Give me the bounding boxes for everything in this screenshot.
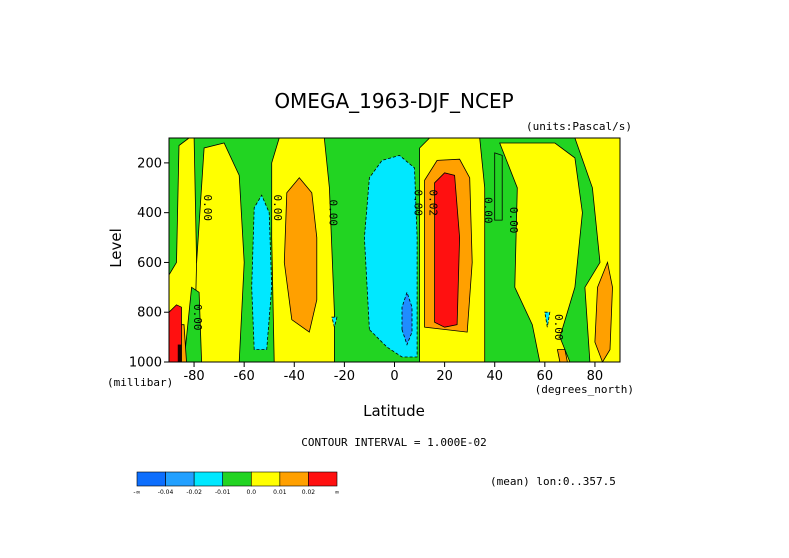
colorbar-swatch bbox=[250, 471, 281, 487]
units-label: (units:Pascal/s) bbox=[526, 120, 632, 133]
colorbar-label: 0.0 bbox=[247, 489, 257, 496]
y-axis: 200 400 600 800 1000 bbox=[129, 156, 169, 371]
y-tick-label: 200 bbox=[137, 156, 162, 171]
contour-interval-text: CONTOUR INTERVAL = 1.000E-02 bbox=[301, 436, 486, 449]
x-tick-label: -40 bbox=[284, 369, 305, 384]
x-axis-unit: (degrees_north) bbox=[535, 383, 634, 396]
contour-label: 0.00 bbox=[482, 197, 495, 224]
region-strongneg-equator bbox=[401, 291, 413, 346]
y-axis-title: Level bbox=[107, 228, 125, 268]
plot-area: 0.00 0.00 0.00 0.00 0.02 0.00 0.000.000.00 bbox=[168, 137, 621, 363]
contour-label: 0.00 bbox=[201, 194, 214, 221]
contour-label: 0.02 bbox=[427, 189, 440, 216]
contour-label: 0.00 bbox=[552, 314, 565, 341]
colorbar-swatch bbox=[279, 471, 309, 487]
contour-field: 0.00 0.00 0.00 0.00 0.02 0.00 0.000.000.00 bbox=[169, 138, 620, 362]
x-axis: -80 -60 -40 -20 0 20 40 60 80 bbox=[183, 362, 603, 384]
colorbar-swatch bbox=[136, 471, 166, 487]
x-tick-label: 80 bbox=[587, 369, 604, 384]
region-midpos-65n bbox=[556, 349, 568, 362]
y-tick-label: 1000 bbox=[129, 356, 162, 371]
region-neg-24s bbox=[331, 316, 338, 328]
region-midpos-40s bbox=[283, 177, 318, 333]
contour-label: 0.00 bbox=[412, 189, 425, 216]
x-tick-label: 0 bbox=[390, 369, 398, 384]
colorbar-label: -∞ bbox=[133, 489, 140, 496]
colorbar-label: -0.02 bbox=[186, 489, 202, 496]
region-extreme-south bbox=[177, 344, 182, 362]
colorbar-swatch bbox=[308, 471, 338, 487]
y-tick-label: 400 bbox=[137, 206, 162, 221]
contour-label: 0.00 bbox=[326, 199, 339, 226]
y-axis-unit: (millibar) bbox=[107, 376, 173, 389]
x-tick-label: -20 bbox=[334, 369, 355, 384]
region-weakneg-40n bbox=[494, 152, 503, 221]
colorbar-swatch bbox=[165, 471, 195, 487]
x-tick-label: 20 bbox=[436, 369, 453, 384]
mean-text: (mean) lon:0..357.5 bbox=[490, 475, 616, 488]
region-strongpos-20n bbox=[434, 172, 461, 328]
colorbar-swatch bbox=[193, 471, 224, 487]
y-tick-label: 600 bbox=[137, 256, 162, 271]
region-pos-80s bbox=[193, 142, 245, 362]
y-tick-label: 800 bbox=[137, 306, 162, 321]
chart-title: OMEGA_1963-DJF_NCEP bbox=[274, 89, 513, 113]
x-tick-label: 60 bbox=[537, 369, 554, 384]
contour-label: 0.00 bbox=[507, 207, 520, 234]
x-tick-label: 40 bbox=[486, 369, 503, 384]
region-neg-60n bbox=[544, 311, 551, 328]
contour-label: 0.00 bbox=[191, 304, 204, 331]
region-midpos-80n bbox=[594, 261, 613, 362]
x-tick-label: -60 bbox=[234, 369, 255, 384]
colorbar-label: ∞ bbox=[335, 489, 340, 496]
colorbar-label: 0.01 bbox=[273, 489, 287, 496]
colorbar-label: 0.02 bbox=[302, 489, 316, 496]
colorbar-label: -0.01 bbox=[215, 489, 231, 496]
x-tick-label: -80 bbox=[183, 369, 204, 384]
colorbar-label: -0.04 bbox=[158, 489, 174, 496]
colorbar: -∞ -0.04 -0.02 -0.01 0.0 0.01 0.02 ∞ bbox=[133, 471, 340, 496]
colorbar-swatch bbox=[222, 471, 252, 487]
region-weakneg-80s bbox=[183, 286, 203, 362]
contour-label: 0.00 bbox=[271, 194, 284, 221]
region-neg-55s bbox=[251, 194, 273, 351]
x-axis-title: Latitude bbox=[363, 402, 425, 420]
